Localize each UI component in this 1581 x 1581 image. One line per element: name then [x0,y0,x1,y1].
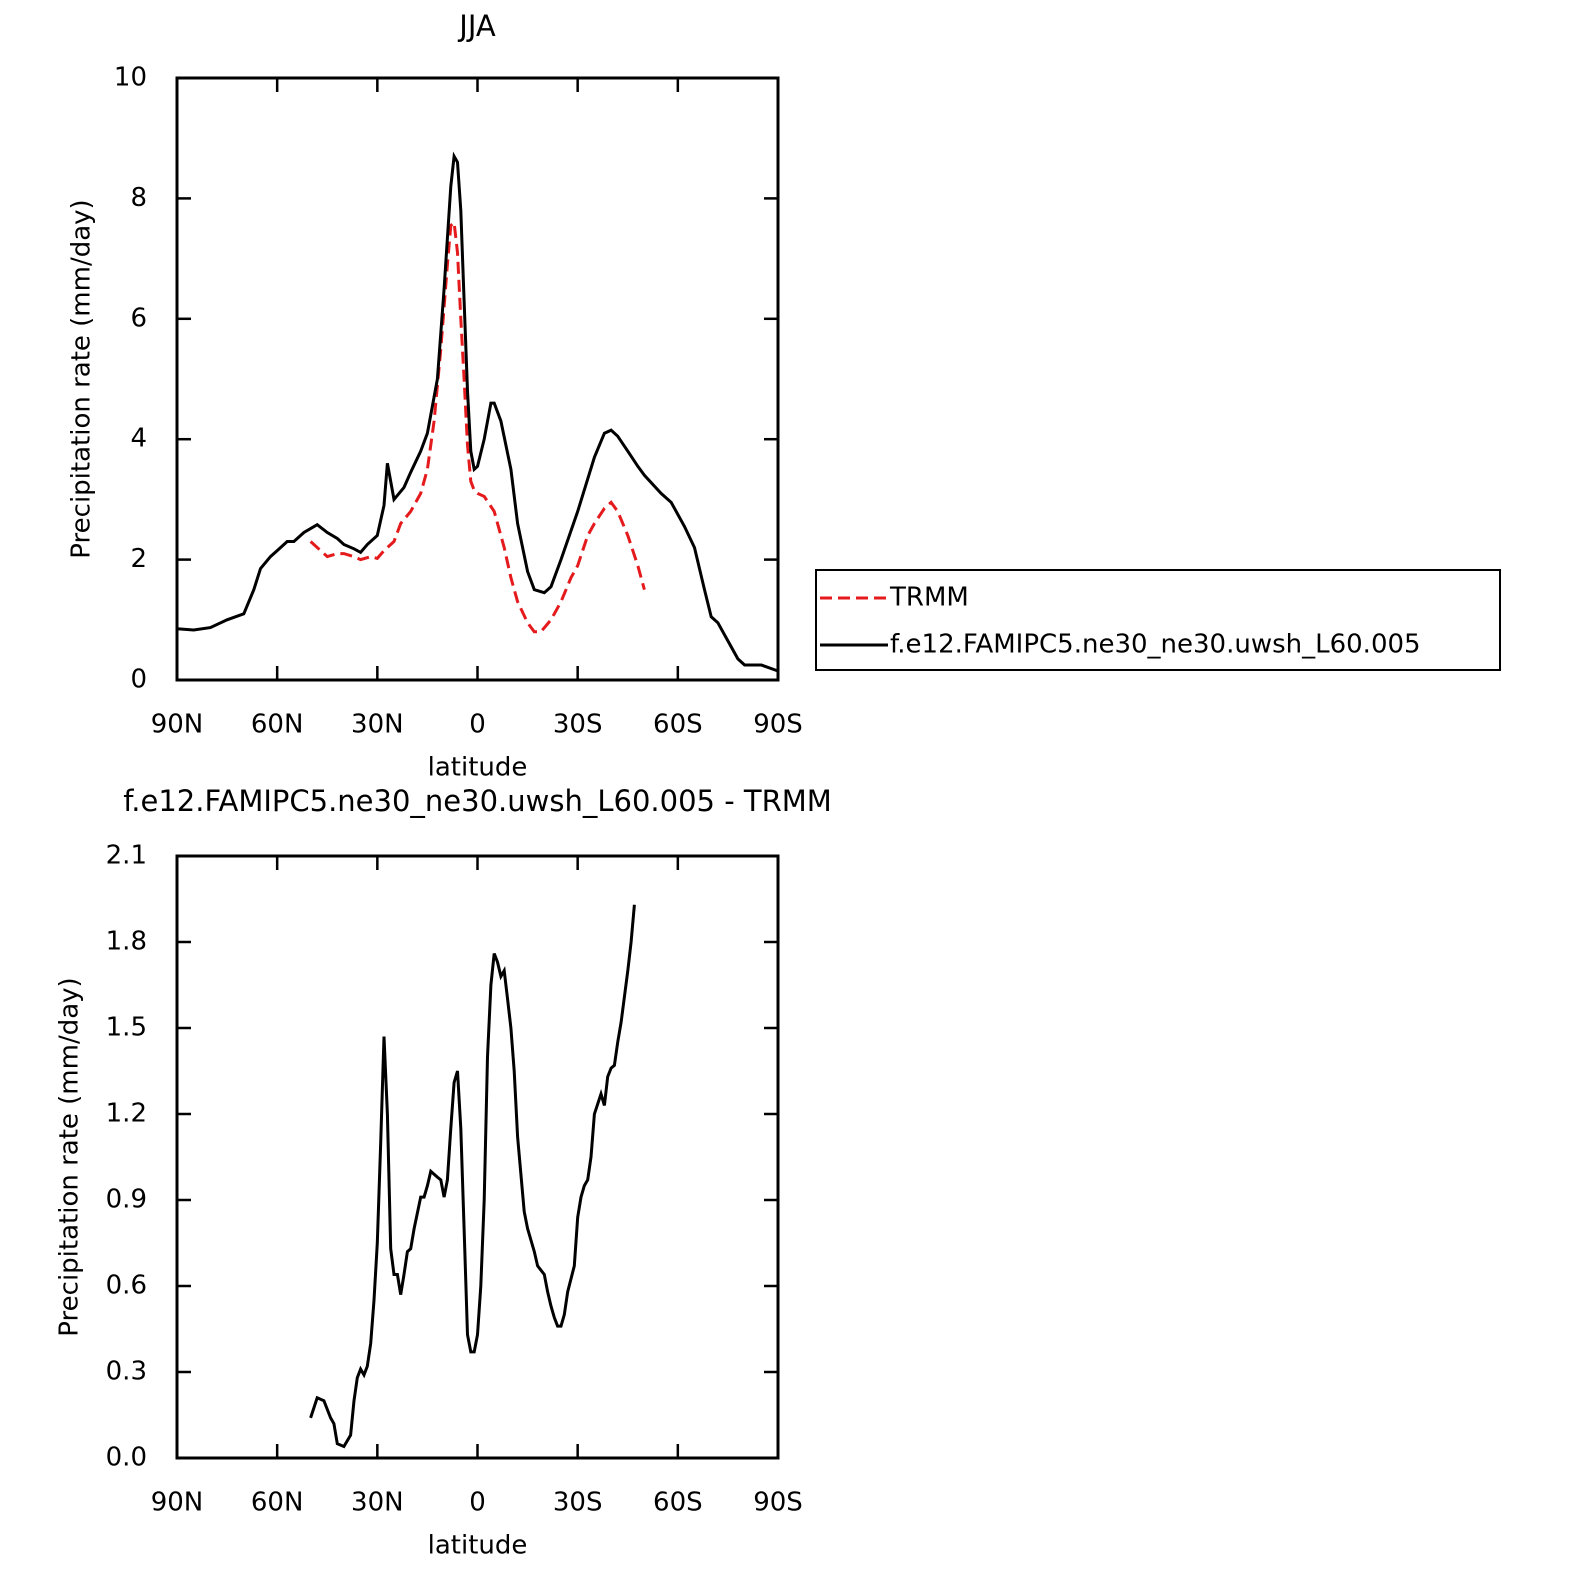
plot-frame [175,854,780,1460]
y-tick-label: 1.8 [106,927,147,957]
data-line [176,151,779,673]
y-axis-label: Precipitation rate (mm/day) [55,977,85,1336]
legend-box [815,569,1501,671]
legend-label: f.e12.FAMIPC5.ne30_ne30.uwsh_L60.005 [890,630,1421,660]
x-axis-label: latitude [428,1531,528,1561]
x-tick-label: 60S [653,710,703,740]
y-tick-label: 1.5 [106,1013,147,1043]
chart-title: JJA [457,9,496,43]
y-tick-label: 0 [130,665,147,695]
y-tick-label: 8 [130,183,147,213]
x-tick-label: 90N [151,710,204,740]
x-tick-label: 30S [553,710,603,740]
x-tick-label: 30N [351,1488,404,1518]
y-axis-label: Precipitation rate (mm/day) [67,199,97,558]
y-tick-label: 2.1 [106,841,147,871]
x-tick-label: 30N [351,710,404,740]
y-tick-label: 0.6 [106,1271,147,1301]
x-tick-label: 90S [753,1488,803,1518]
x-tick-label: 60S [653,1488,703,1518]
data-line [309,219,646,634]
x-tick-label: 0 [469,710,486,740]
plot-frame [175,76,780,682]
y-tick-label: 0.3 [106,1357,147,1387]
x-tick-label: 90S [753,710,803,740]
y-tick-label: 4 [130,424,147,454]
x-tick-label: 90N [151,1488,204,1518]
y-tick-label: 0.9 [106,1185,147,1215]
y-tick-label: 1.2 [106,1099,147,1129]
chart-title: f.e12.FAMIPC5.ne30_ne30.uwsh_L60.005 - T… [123,784,832,818]
x-tick-label: 0 [469,1488,486,1518]
data-line [309,904,636,1449]
x-tick-label: 30S [553,1488,603,1518]
legend-label: TRMM [889,583,969,613]
y-tick-label: 0.0 [106,1443,147,1473]
x-tick-label: 60N [251,710,304,740]
y-tick-label: 10 [114,63,147,93]
x-tick-label: 60N [251,1488,304,1518]
x-axis-label: latitude [428,753,528,783]
y-tick-label: 6 [130,303,147,333]
y-tick-label: 2 [130,544,147,574]
